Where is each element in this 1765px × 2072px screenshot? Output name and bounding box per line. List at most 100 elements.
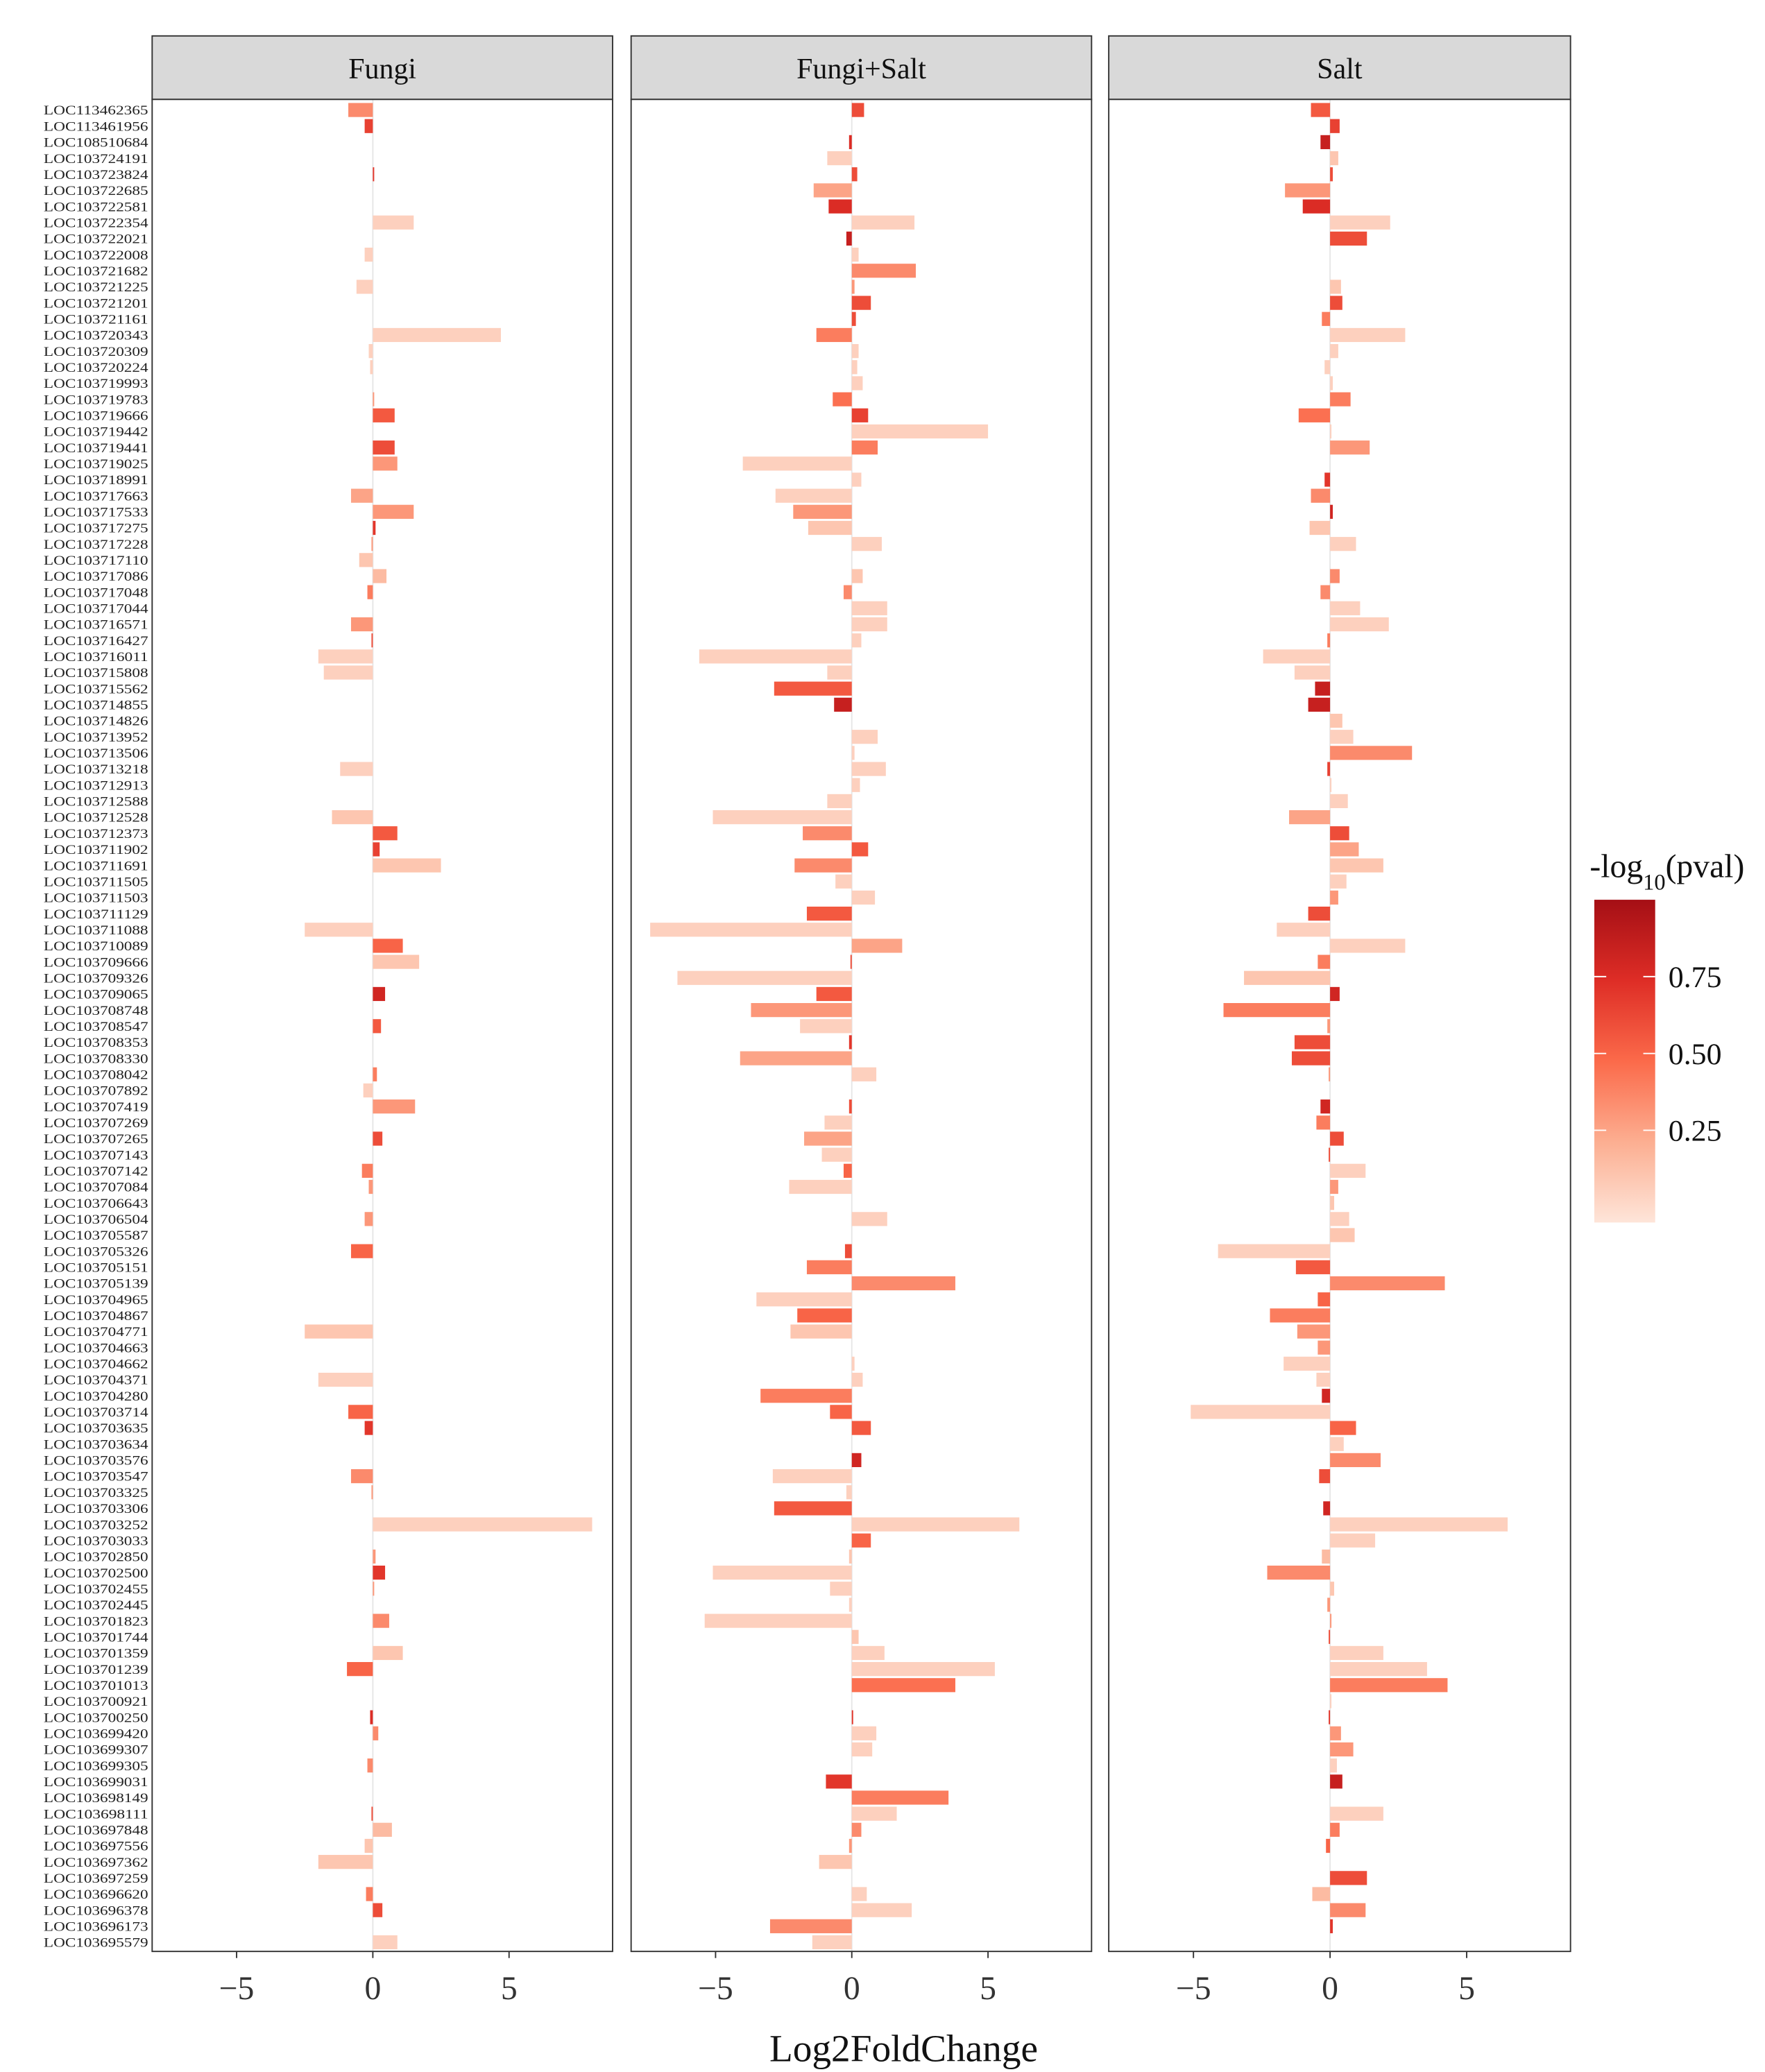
bar: [851, 167, 858, 182]
y-tick-label: LOC103719666: [44, 409, 148, 423]
bar: [1285, 183, 1331, 198]
y-tick-label: LOC103717533: [44, 506, 148, 520]
bar: [851, 1887, 867, 1901]
bar: [1294, 1035, 1331, 1050]
bar: [1330, 826, 1349, 841]
y-tick-label: LOC103705139: [44, 1277, 148, 1292]
x-tick-label: −5: [1176, 1971, 1211, 2007]
bar: [364, 1212, 373, 1226]
bar: [364, 1838, 373, 1853]
y-tick-label: LOC103710089: [44, 939, 148, 954]
bar: [851, 601, 887, 615]
bar: [1289, 810, 1331, 825]
y-tick-label: LOC103702455: [44, 1582, 148, 1597]
y-tick-label: LOC103699305: [44, 1759, 148, 1774]
y-tick-label: LOC103697259: [44, 1872, 148, 1886]
bar: [1329, 1710, 1331, 1724]
bar: [373, 1935, 398, 1950]
legend-title-sub: 10: [1643, 871, 1665, 896]
bar: [828, 199, 852, 214]
x-tick-label: 5: [1458, 1971, 1475, 2007]
bar: [1327, 1598, 1331, 1612]
bar: [849, 135, 852, 150]
y-tick-label: LOC103712528: [44, 811, 148, 825]
bar: [816, 327, 852, 343]
bar: [1316, 1372, 1331, 1387]
bar: [1311, 103, 1331, 117]
bar: [359, 553, 373, 567]
y-tick-label: LOC103705587: [44, 1228, 148, 1243]
y-tick-label: LOC103719993: [44, 377, 148, 391]
bar: [318, 649, 373, 664]
bar: [851, 1067, 877, 1081]
bar: [804, 1131, 852, 1146]
bar: [1330, 778, 1332, 792]
bar: [713, 810, 852, 825]
bar: [851, 1726, 877, 1740]
bar: [373, 327, 501, 343]
bar: [803, 826, 852, 841]
bar: [812, 1935, 852, 1950]
bar: [769, 1919, 852, 1933]
bar: [1330, 858, 1383, 873]
bar: [833, 392, 852, 406]
bar: [323, 665, 373, 680]
bar: [305, 1324, 373, 1339]
bar: [808, 520, 852, 536]
bar: [650, 923, 852, 937]
bar: [340, 762, 373, 776]
bar: [851, 1372, 863, 1387]
y-tick-label: LOC103720343: [44, 329, 148, 343]
y-tick-label: LOC103707419: [44, 1100, 148, 1115]
bar: [1330, 1694, 1332, 1709]
bar: [756, 1292, 852, 1307]
y-tick-label: LOC103707892: [44, 1084, 148, 1099]
bar: [1330, 1212, 1349, 1226]
y-tick-label: LOC103704662: [44, 1358, 148, 1372]
y-tick-label: LOC103704663: [44, 1341, 148, 1355]
bar: [1327, 1019, 1331, 1034]
bar: [851, 1356, 855, 1371]
bar: [350, 1244, 373, 1258]
bar: [827, 151, 852, 166]
y-tick-label: LOC103712913: [44, 778, 148, 793]
bar: [851, 360, 858, 375]
bar: [851, 1742, 873, 1757]
bar: [1330, 1517, 1508, 1532]
y-tick-label: LOC103721682: [44, 264, 148, 279]
bar: [834, 697, 852, 712]
bar: [1330, 1758, 1337, 1773]
y-tick-label: LOC103716427: [44, 634, 148, 649]
bar: [819, 1855, 852, 1869]
y-tick-label: LOC103696378: [44, 1903, 148, 1918]
y-tick-label: LOC103708330: [44, 1052, 148, 1066]
bar: [373, 1645, 403, 1661]
bar: [851, 633, 862, 648]
y-tick-label: LOC103705151: [44, 1261, 148, 1276]
y-tick-label: LOC103717086: [44, 570, 148, 584]
y-tick-label: LOC103699031: [44, 1775, 148, 1790]
y-tick-label: LOC103713506: [44, 746, 148, 761]
bar: [1324, 472, 1331, 487]
y-tick-label: LOC103704771: [44, 1325, 148, 1339]
bar: [1319, 1469, 1331, 1484]
bar: [827, 665, 852, 680]
bar: [373, 1726, 379, 1740]
bar: [851, 1806, 897, 1821]
bar: [1330, 167, 1333, 182]
y-tick-label: LOC103699420: [44, 1727, 148, 1741]
y-tick-label: LOC103703033: [44, 1534, 148, 1548]
bar: [772, 1469, 852, 1484]
bar: [677, 970, 852, 985]
y-tick-label: LOC103699307: [44, 1743, 148, 1758]
bar: [348, 1405, 373, 1419]
bar: [851, 1212, 887, 1226]
bar: [1270, 1308, 1331, 1323]
y-tick-label: LOC103703306: [44, 1502, 148, 1516]
bar: [1329, 1629, 1331, 1644]
bar: [1277, 923, 1331, 937]
bar: [1330, 939, 1406, 953]
bar: [851, 296, 871, 310]
bar: [373, 1903, 383, 1917]
bar: [371, 633, 373, 648]
